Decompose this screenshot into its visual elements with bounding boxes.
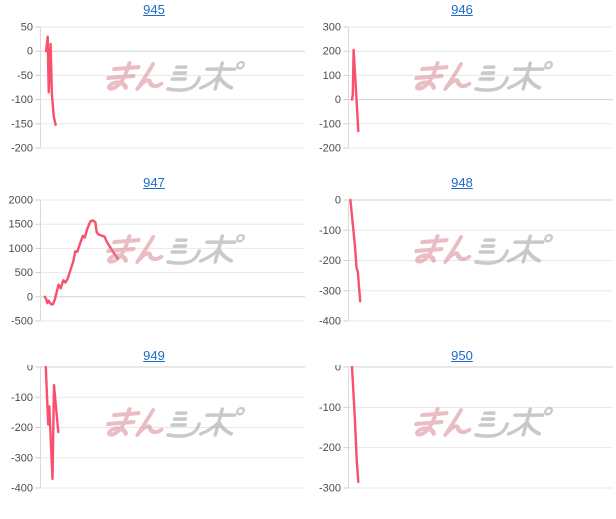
y-tick-label: -200 xyxy=(11,143,33,155)
y-tick-label: 300 xyxy=(323,22,341,34)
chart-panel-950: 950 0 -100 -200 -300 xyxy=(308,346,616,519)
series-line xyxy=(349,198,362,303)
y-tick-label: 500 xyxy=(15,267,33,279)
y-tick-label: 0 xyxy=(335,365,341,374)
y-tick-label: -150 xyxy=(11,118,33,130)
series-line xyxy=(350,365,360,484)
y-tick-label: -100 xyxy=(319,402,341,414)
chart-title-row: 949 xyxy=(0,346,308,365)
chart-panel-945: 945 50 0 -50 -100 -150 -200 xyxy=(0,0,308,173)
chart-title-link[interactable]: 950 xyxy=(451,348,473,363)
y-tick-label: -200 xyxy=(319,442,341,454)
y-tick-label: -300 xyxy=(319,285,341,297)
y-tick-label: 0 xyxy=(27,46,33,58)
y-tick-label: -200 xyxy=(319,255,341,267)
line-chart-949: 0 -100 -200 -300 -400 xyxy=(11,365,305,495)
y-tick-label: -200 xyxy=(319,143,341,155)
line-chart-946: 300 200 100 0 -100 -200 xyxy=(319,22,613,155)
chart-panel-948: 948 0 -100 -200 -300 -400 xyxy=(308,173,616,346)
chart-title-link[interactable]: 946 xyxy=(451,2,473,17)
chart-title-row: 945 xyxy=(0,0,308,19)
chart-title-row: 950 xyxy=(308,346,616,365)
chart-title-row: 946 xyxy=(308,0,616,19)
y-tick-label: 50 xyxy=(21,22,33,34)
line-chart-950: 0 -100 -200 -300 xyxy=(319,365,613,495)
y-tick-label: -200 xyxy=(11,422,33,434)
chart-title-link[interactable]: 948 xyxy=(451,175,473,190)
chart-title-row: 948 xyxy=(308,173,616,192)
y-tick-label: 100 xyxy=(323,70,341,82)
y-tick-label: 1500 xyxy=(9,219,33,231)
chart-title-link[interactable]: 945 xyxy=(143,2,165,17)
y-tick-label: 0 xyxy=(335,94,341,106)
y-tick-label: -300 xyxy=(319,483,341,495)
y-tick-label: -100 xyxy=(319,225,341,237)
series-line xyxy=(43,219,120,306)
y-tick-label: -400 xyxy=(319,316,341,328)
series-line xyxy=(350,48,360,133)
y-tick-label: 2000 xyxy=(9,195,33,207)
chart-title-link[interactable]: 947 xyxy=(143,175,165,190)
y-tick-label: -50 xyxy=(17,70,33,82)
series-line xyxy=(44,365,60,481)
y-tick-label: 0 xyxy=(335,195,341,207)
y-tick-label: -100 xyxy=(11,392,33,404)
y-tick-label: -500 xyxy=(11,316,33,328)
line-chart-947: 2000 1500 1000 500 0 -500 xyxy=(9,195,305,328)
y-tick-label: -400 xyxy=(11,483,33,495)
line-chart-945: 50 0 -50 -100 -150 -200 xyxy=(11,22,305,155)
chart-panel-946: 946 300 200 100 0 -100 -200 xyxy=(308,0,616,173)
y-tick-label: -300 xyxy=(11,452,33,464)
chart-panel-949: 949 0 -100 -200 -300 -400 xyxy=(0,346,308,519)
y-tick-label: 1000 xyxy=(9,243,33,255)
y-tick-label: -100 xyxy=(11,94,33,106)
chart-title-row: 947 xyxy=(0,173,308,192)
y-tick-label: 0 xyxy=(27,291,33,303)
series-line xyxy=(44,35,57,127)
chart-panel-947: 947 2000 1500 1000 500 0 -500 xyxy=(0,173,308,346)
y-tick-label: -100 xyxy=(319,118,341,130)
y-tick-label: 0 xyxy=(27,365,33,374)
y-tick-label: 200 xyxy=(323,46,341,58)
chart-title-link[interactable]: 949 xyxy=(143,348,165,363)
line-chart-948: 0 -100 -200 -300 -400 xyxy=(319,195,613,328)
